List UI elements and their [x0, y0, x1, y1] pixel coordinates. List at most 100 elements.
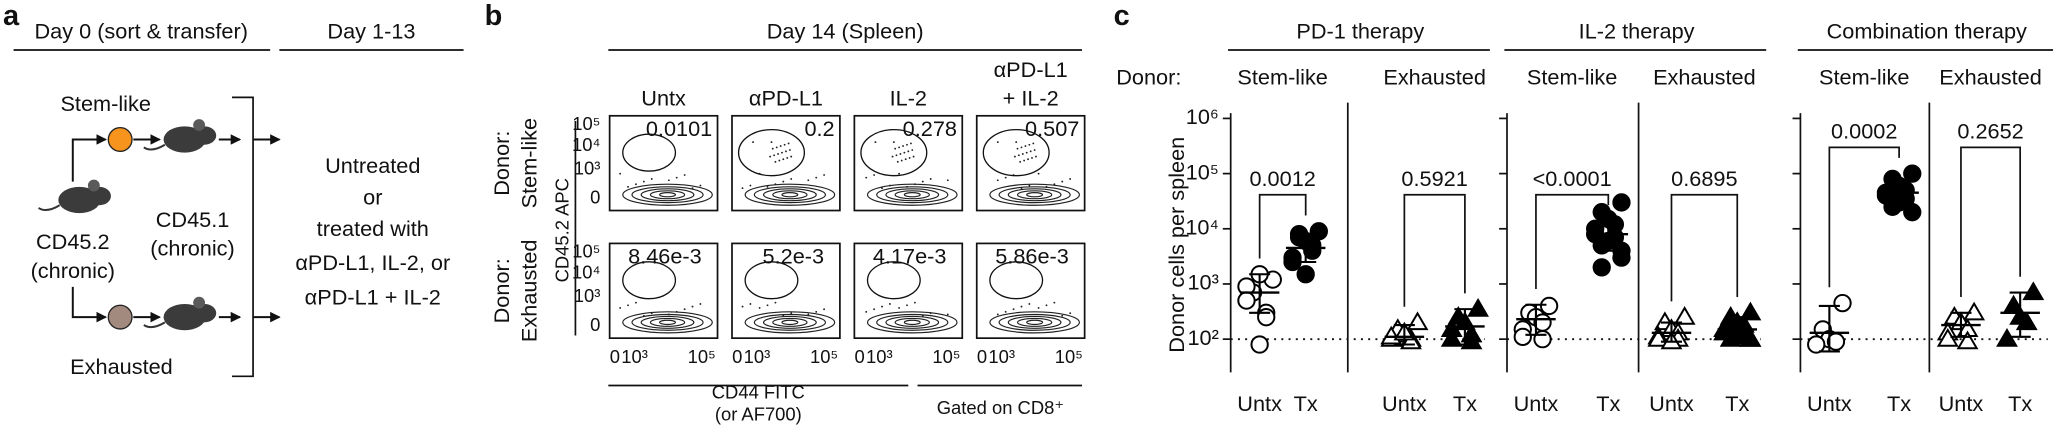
data-point: [1296, 265, 1315, 284]
mouse-tail: [38, 204, 61, 211]
p-value: 0.0002: [1831, 119, 1897, 144]
event-dot: [675, 310, 678, 313]
population-contour: [903, 319, 921, 326]
mouse-tail: [143, 143, 166, 151]
event-dot: [899, 153, 902, 155]
stem-like-cell: [107, 126, 133, 152]
y-tick-label: 10⁶: [1186, 104, 1219, 129]
header: Day 0 (sort & transfer): [34, 19, 247, 44]
mouse-icon: [38, 179, 111, 214]
mouse-ear: [193, 296, 206, 309]
event-dot: [908, 156, 911, 159]
mouse-icon: [143, 119, 217, 153]
population-contour: [753, 313, 827, 331]
arrow: [71, 286, 108, 323]
data-point: [1612, 193, 1631, 212]
y-tick-label: 0: [590, 187, 600, 208]
data-point: [1250, 335, 1269, 354]
event-dot: [650, 178, 653, 180]
recipient-label: CD45.1: [156, 207, 230, 232]
event-dot: [790, 178, 793, 180]
event-dot: [766, 185, 769, 188]
population-contour: [649, 317, 686, 327]
event-dot: [1004, 176, 1007, 179]
event-dot: [929, 178, 932, 180]
chart-title: PD-1 therapy: [1296, 19, 1424, 44]
arrow: [71, 134, 108, 182]
group-label: Stem-like: [1527, 65, 1617, 90]
event-dot: [823, 308, 826, 311]
event-dot: [766, 304, 769, 307]
row-label: Donor:: [489, 131, 514, 196]
event-dot: [815, 176, 818, 179]
event-dot: [627, 185, 629, 188]
column-header: αPD-L1: [994, 57, 1068, 82]
event-dot: [929, 312, 932, 315]
population-contour: [876, 313, 949, 331]
event-dot: [1035, 155, 1037, 158]
column-header: + IL-2: [1003, 86, 1059, 111]
x-tick-label: Untx: [1649, 391, 1694, 416]
event-dot: [1013, 155, 1016, 158]
event-dot: [823, 174, 826, 176]
treatment-text: or: [363, 184, 382, 209]
event-dot: [898, 306, 901, 309]
population-contour: [762, 315, 817, 329]
p-value: 0.6895: [1671, 166, 1737, 191]
gate-frequency: 5.2e-3: [763, 244, 825, 269]
x-tick-label: 0: [855, 346, 865, 367]
treatment-text: treated with: [317, 216, 429, 241]
gate: [737, 128, 806, 177]
event-dot: [1024, 145, 1027, 147]
x-tick-label: Untx: [1939, 391, 1984, 416]
gate: [866, 261, 921, 300]
event-dot: [642, 180, 645, 183]
gate-frequency: 8.46e-3: [628, 244, 702, 269]
significance-bracket: [1403, 193, 1466, 307]
event-dot: [1053, 183, 1056, 186]
event-dot: [1019, 160, 1022, 163]
event-dot: [912, 155, 915, 158]
y-axis-title: CD45.2 APC: [551, 178, 572, 282]
gate: [744, 261, 799, 300]
population-contour: [866, 311, 958, 334]
group-label: Exhausted: [1939, 65, 2042, 90]
event-dot: [741, 187, 744, 190]
y-tick-label: 10³: [574, 158, 601, 179]
event-dot: [1033, 149, 1036, 151]
event-dot: [946, 179, 949, 182]
event-dot: [996, 313, 999, 316]
x-tick-label: Untx: [1382, 391, 1427, 416]
y-axis-title: Donor cells per spleen: [1164, 137, 1189, 353]
event-dot: [891, 155, 894, 158]
x-tick-label: 10⁵: [932, 346, 960, 367]
event-dot: [635, 183, 637, 186]
data-point: [1440, 318, 1463, 337]
population-contour: [753, 186, 827, 204]
column-header: IL-2: [890, 86, 927, 111]
event-dot: [1028, 143, 1031, 146]
treatment-text: αPD-L1, IL-2, or: [295, 250, 450, 275]
event-dot: [1023, 159, 1026, 162]
x-tick-label: 0: [732, 346, 742, 367]
data-point: [1963, 301, 1986, 321]
data-point: [1903, 164, 1922, 183]
event-dot: [699, 303, 702, 305]
event-dot: [996, 141, 999, 144]
event-dot: [774, 183, 777, 186]
recipient-label: (chronic): [150, 236, 234, 261]
population-contour: [659, 192, 677, 198]
event-dot: [898, 146, 901, 149]
event-dot: [752, 141, 754, 144]
mouse-ear: [193, 119, 206, 131]
population-contour: [781, 192, 799, 198]
event-dot: [1020, 146, 1023, 149]
y-tick-label: 10⁵: [572, 113, 600, 134]
data-point: [2022, 281, 2045, 301]
event-dot: [782, 180, 785, 183]
gate: [982, 128, 1050, 177]
data-point: [1592, 236, 1611, 255]
population-contour: [866, 183, 958, 206]
event-dot: [627, 304, 629, 307]
